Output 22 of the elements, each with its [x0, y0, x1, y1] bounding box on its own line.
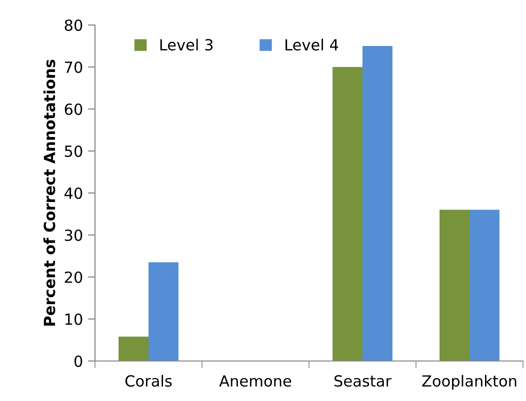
- y-tick-label: 0: [74, 355, 82, 368]
- y-tick-label: 80: [64, 19, 82, 32]
- bar: [332, 67, 362, 361]
- y-tick-label: 30: [64, 229, 82, 242]
- legend-label: Level 3: [160, 38, 213, 51]
- bar: [148, 262, 178, 361]
- bar: [118, 336, 148, 361]
- y-tick-label: 70: [65, 61, 82, 74]
- y-tick-label: 50: [64, 145, 82, 158]
- y-tick-label: 40: [64, 187, 82, 200]
- legend-label: Level 4: [286, 38, 338, 51]
- y-axis-title: Percent of Correct Annotations: [43, 60, 56, 326]
- bar: [470, 210, 500, 361]
- x-tick-label: Zooplankton: [422, 374, 516, 390]
- x-tick-label: Anemone: [219, 375, 292, 387]
- x-tick-label: Corals: [125, 374, 172, 387]
- x-tick-label: Seastar: [334, 375, 392, 387]
- y-tick-label: 20: [64, 271, 82, 284]
- bar: [362, 46, 392, 361]
- y-tick-label: 60: [64, 103, 82, 116]
- y-tick-label: 10: [65, 313, 82, 326]
- bar: [440, 210, 470, 361]
